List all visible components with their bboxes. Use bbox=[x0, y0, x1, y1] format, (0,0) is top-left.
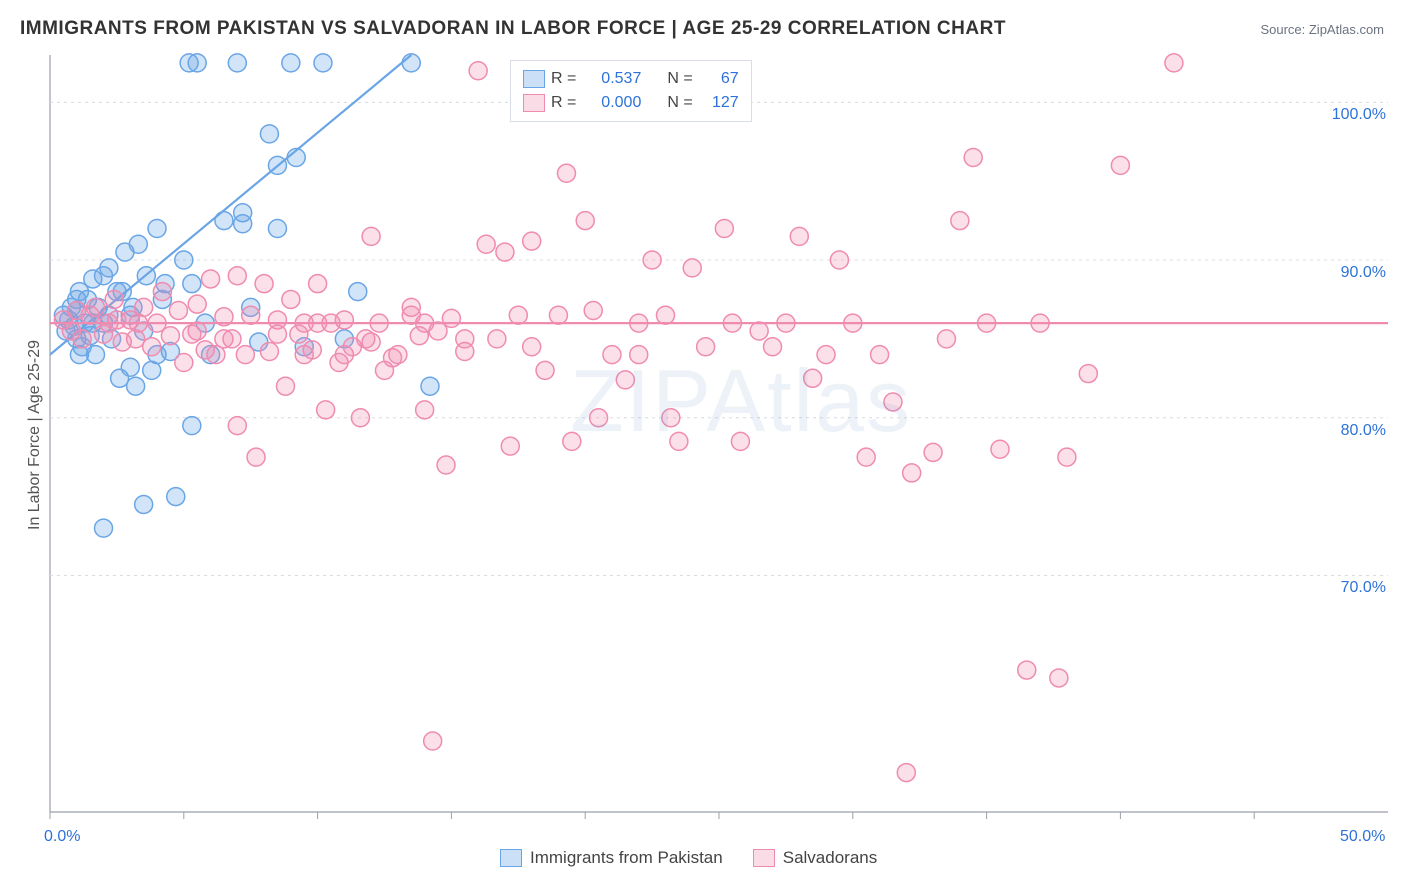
stats-legend-row: R =0.000N =127 bbox=[523, 91, 739, 115]
legend-swatch bbox=[753, 849, 775, 867]
y-axis-title: In Labor Force | Age 25-29 bbox=[26, 340, 44, 530]
stats-legend-row: R =0.537N =67 bbox=[523, 67, 739, 91]
legend-swatch bbox=[500, 849, 522, 867]
legend-item: Salvadorans bbox=[753, 848, 878, 868]
y-tick-label: 70.0% bbox=[1341, 579, 1386, 597]
legend-swatch bbox=[523, 70, 545, 88]
legend-item: Immigrants from Pakistan bbox=[500, 848, 723, 868]
x-tick-label: 0.0% bbox=[44, 828, 80, 846]
legend-swatch bbox=[523, 94, 545, 112]
y-tick-label: 80.0% bbox=[1341, 422, 1386, 440]
y-tick-label: 90.0% bbox=[1341, 264, 1386, 282]
correlation-chart bbox=[0, 0, 1406, 892]
series-legend: Immigrants from Pakistan Salvadorans bbox=[500, 848, 877, 868]
legend-label: Immigrants from Pakistan bbox=[530, 848, 723, 868]
statistics-legend: R =0.537N =67R =0.000N =127 bbox=[510, 60, 752, 122]
x-tick-label: 50.0% bbox=[1340, 828, 1385, 846]
legend-label: Salvadorans bbox=[783, 848, 878, 868]
y-tick-label: 100.0% bbox=[1332, 106, 1386, 124]
